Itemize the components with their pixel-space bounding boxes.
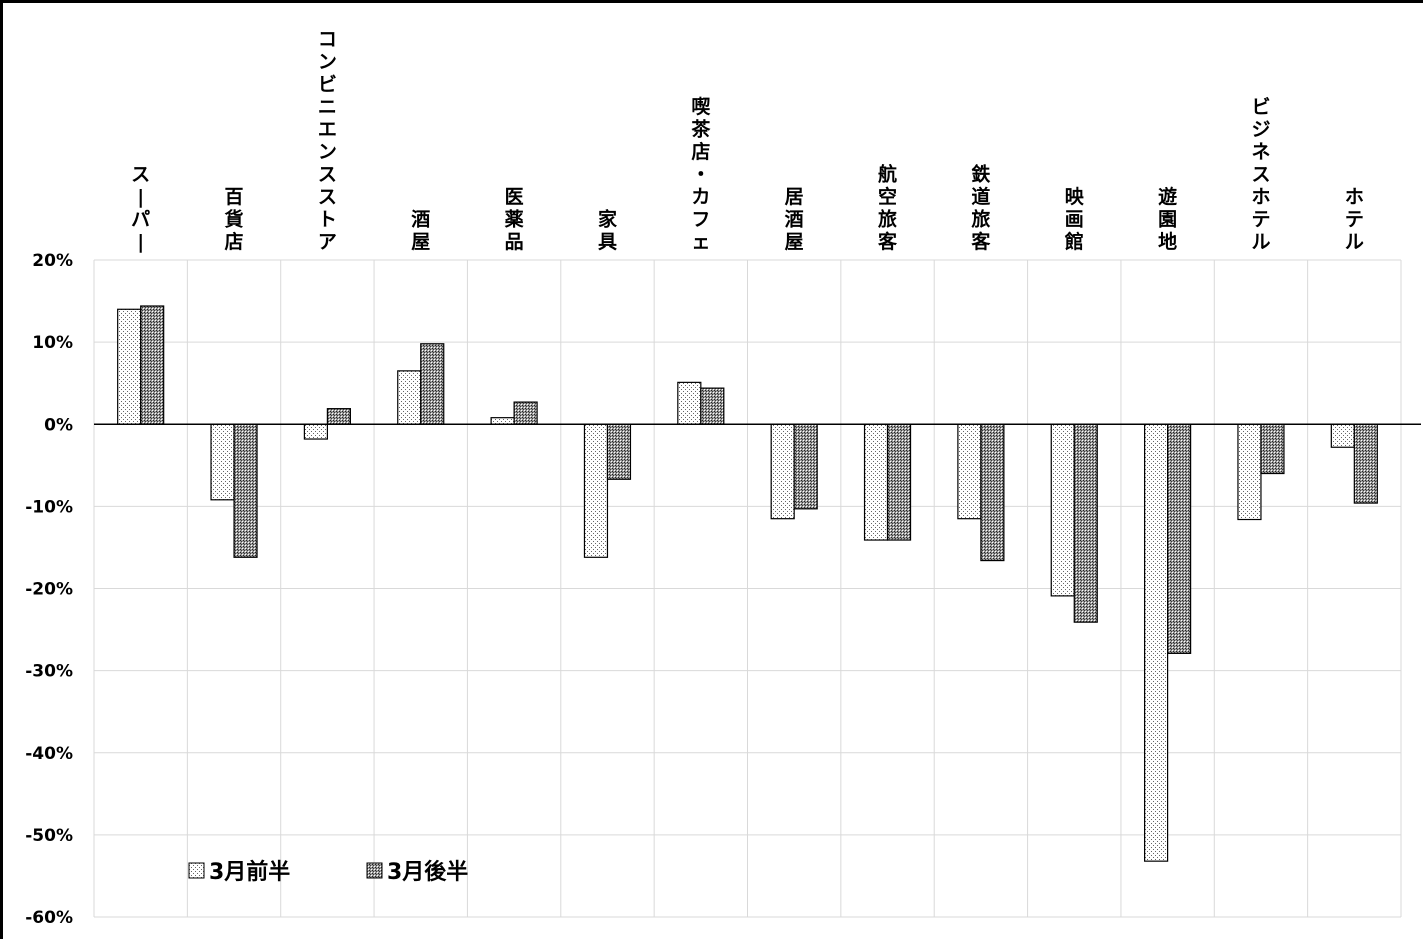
bar-3月前半-航空旅客 <box>863 423 889 541</box>
y-tick-label: -20% <box>25 580 73 600</box>
bar-3月前半-医薬品 <box>490 417 515 425</box>
bar-chart: 20% 10% 0% -10% -20% -30% -40% -50% -60% ス|パ| 百貨店… <box>25 29 1421 928</box>
bar-3月前半-居酒屋 <box>770 423 795 520</box>
category-label: 居酒屋 <box>785 186 804 253</box>
legend-swatch <box>366 862 383 879</box>
bar-3月前半-スーパー <box>117 308 142 425</box>
y-tick-label: 10% <box>32 333 73 353</box>
bar-3月後半-家具 <box>606 423 632 480</box>
bar-3月前半-酒屋 <box>397 370 422 425</box>
bars <box>117 305 1378 862</box>
y-tick-label: -50% <box>25 826 73 846</box>
y-tick-label: 0% <box>44 415 73 435</box>
bar-3月後半-ビジネスホテル <box>1260 423 1285 475</box>
y-tick-label: -30% <box>25 662 73 682</box>
bar-3月後半-喫茶店・カフェ <box>700 387 725 425</box>
category-label: 喫茶店・カフェ <box>691 95 711 253</box>
y-tick-label: -60% <box>25 908 73 928</box>
legend: 3月前半 3月後半 <box>188 859 468 885</box>
bar-3月後半-遊園地 <box>1167 423 1192 654</box>
bar-3月後半-ホテル <box>1353 423 1378 504</box>
bar-3月後半-居酒屋 <box>793 423 818 510</box>
category-label: 鉄道旅客 <box>971 163 991 254</box>
bar-3月前半-コンビニエンスストア <box>303 423 328 440</box>
category-label: 遊園地 <box>1158 185 1177 253</box>
y-tick-label: -10% <box>25 497 73 517</box>
category-label: ビジネスホテル <box>1251 96 1270 253</box>
category-label: 医薬品 <box>504 186 524 253</box>
category-label: 航空旅客 <box>878 163 898 254</box>
category-label: コンビニエンスストア <box>318 29 337 254</box>
bar-3月後半-医薬品 <box>513 401 538 425</box>
bar-3月前半-鉄道旅客 <box>957 423 982 520</box>
y-axis: 20% 10% 0% -10% -20% -30% -40% -50% -60% <box>25 251 73 928</box>
bar-3月前半-ビジネスホテル <box>1237 423 1262 521</box>
bar-3月後半-鉄道旅客 <box>980 423 1005 562</box>
bar-3月前半-映画館 <box>1050 423 1075 597</box>
category-label: ス|パ| <box>131 164 150 254</box>
bar-3月前半-百貨店 <box>210 423 235 501</box>
bar-3月後半-酒屋 <box>420 343 445 425</box>
y-tick-label: 20% <box>32 251 73 271</box>
bar-3月前半-遊園地 <box>1144 423 1169 862</box>
legend-swatch <box>188 862 205 879</box>
bar-3月後半-航空旅客 <box>886 423 912 541</box>
category-label: 百貨店 <box>225 186 244 253</box>
category-label: 酒屋 <box>411 209 430 254</box>
bar-3月後半-映画館 <box>1073 423 1098 623</box>
category-label: 家具 <box>598 208 618 254</box>
legend-label: 3月前半 <box>209 859 290 885</box>
category-label: ホテル <box>1345 186 1364 253</box>
bar-3月前半-ホテル <box>1330 423 1355 448</box>
legend-label: 3月後半 <box>387 859 468 885</box>
y-tick-label: -40% <box>25 744 73 764</box>
bar-3月前半-家具 <box>583 423 609 558</box>
bar-3月前半-喫茶店・カフェ <box>677 381 702 425</box>
gridlines <box>93 259 1402 918</box>
category-label: 映画館 <box>1065 186 1085 253</box>
bar-3月後半-スーパー <box>140 305 165 425</box>
bar-3月後半-百貨店 <box>233 423 258 558</box>
bar-3月後半-コンビニエンスストア <box>326 408 351 425</box>
